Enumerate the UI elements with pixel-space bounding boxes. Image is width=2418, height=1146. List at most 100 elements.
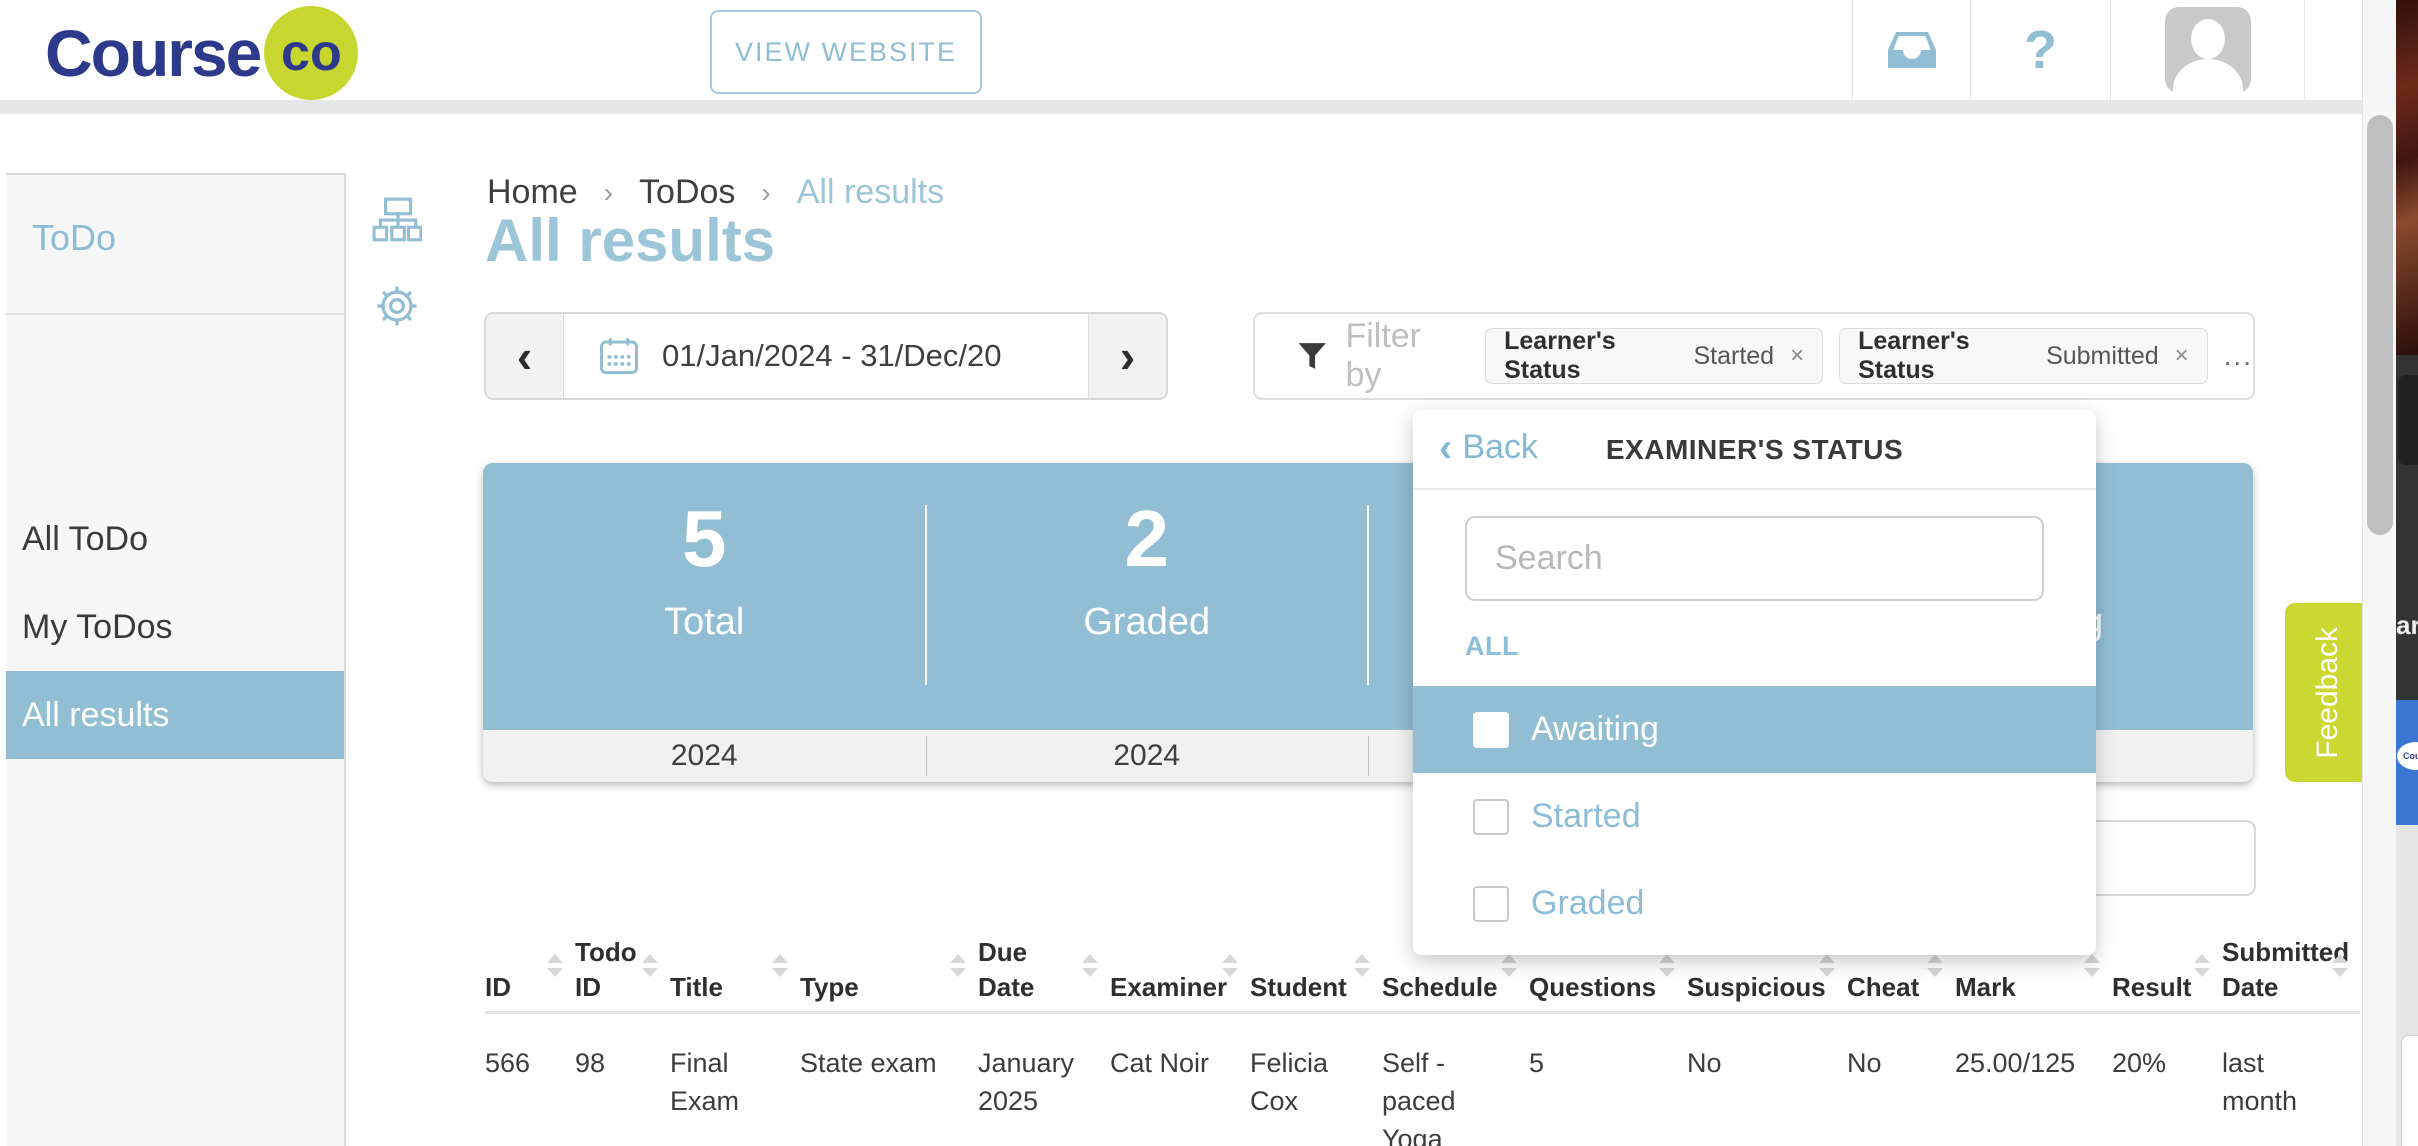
help-button[interactable]: ? (1970, 0, 2110, 100)
sort-arrows-icon[interactable] (642, 954, 658, 977)
sidebar-item-label: All results (22, 695, 170, 734)
sort-arrows-icon[interactable] (1501, 954, 1517, 977)
avatar-body (2172, 59, 2243, 93)
sort-arrows-icon[interactable] (1222, 954, 1238, 977)
sort-arrows-icon[interactable] (1354, 954, 1370, 977)
filter-chip[interactable]: Learner's Status Submitted × (1839, 327, 2208, 384)
sidebar-item[interactable]: All results (6, 671, 344, 759)
table-header-cell[interactable]: Student (1250, 954, 1382, 1005)
back-button[interactable]: ‹ Back (1439, 425, 1538, 470)
checkbox[interactable] (1473, 798, 1509, 835)
table-header-cell[interactable]: Type (800, 954, 978, 1005)
table-header-cell[interactable]: Questions (1529, 954, 1687, 1005)
table-cell: Cat Noir (1110, 1048, 1210, 1078)
table-header-cell[interactable]: Todo ID (575, 935, 670, 1005)
logo-badge: co (264, 6, 359, 100)
checkbox[interactable] (1473, 711, 1509, 748)
sort-arrows-icon[interactable] (2084, 954, 2100, 977)
sort-arrows-icon[interactable] (547, 954, 563, 977)
back-label: Back (1462, 428, 1538, 466)
filter-bar: Filter by Learner's Status Started × Lea… (1253, 312, 2255, 400)
status-option[interactable]: Started (1413, 773, 2096, 860)
column-label: Submitted Date (2222, 937, 2350, 1002)
date-range-display[interactable]: 01/Jan/2024 - 31/Dec/20 (564, 314, 1088, 398)
column-label: Examiner (1110, 972, 1228, 1002)
sort-arrows-icon[interactable] (1927, 954, 1943, 977)
column-label: Schedule (1382, 972, 1498, 1002)
stat-segment: 2 Graded (924, 463, 1369, 730)
top-bar: Course co VIEW WEBSITE ? (0, 0, 2396, 100)
table-header-cell[interactable]: Due Date (978, 935, 1110, 1005)
logo-badge-text: co (281, 24, 342, 82)
breadcrumb-todos[interactable]: ToDos (639, 173, 736, 211)
status-option[interactable]: Awaiting (1413, 686, 2096, 773)
column-label: Result (2112, 972, 2192, 1002)
status-option-label: Awaiting (1531, 710, 1659, 748)
filter-chip[interactable]: Learner's Status Started × (1485, 327, 1824, 384)
sort-arrows-icon[interactable] (1659, 954, 1675, 977)
table-header-cell[interactable]: Examiner (1110, 954, 1250, 1005)
breadcrumb-separator: › (603, 176, 614, 208)
scrollbar-thumb[interactable] (2367, 115, 2393, 535)
background-blue-strip: Cours (2396, 700, 2418, 825)
table-cell: State exam (800, 1048, 937, 1078)
table-header-cell[interactable]: Result (2112, 954, 2222, 1005)
table-cell: No (1687, 1048, 1722, 1078)
more-filters[interactable]: ... (2223, 340, 2253, 371)
breadcrumb-home[interactable]: Home (487, 173, 578, 211)
chip-remove-icon[interactable]: × (2174, 342, 2189, 369)
table-header-cell[interactable]: Suspicious (1687, 954, 1847, 1005)
profile-button[interactable] (2110, 0, 2305, 100)
date-range-control: ‹ 01/Jan/2024 - 31/Dec/20 › (484, 312, 1168, 400)
table-cell: Self - paced Yoga (1382, 1048, 1456, 1146)
view-website-button[interactable]: VIEW WEBSITE (710, 10, 982, 94)
stat-segment: 5 Total (483, 463, 926, 730)
status-search-input[interactable] (1465, 516, 2044, 601)
feedback-button[interactable]: Feedback (2285, 603, 2370, 782)
column-label: Type (800, 972, 859, 1002)
sidebar: ToDo All ToDo My ToDos All results (6, 173, 346, 1146)
table-header-cell[interactable]: Title (670, 954, 800, 1005)
header-divider (0, 100, 2396, 114)
sort-arrows-icon[interactable] (950, 954, 966, 977)
sort-arrows-icon[interactable] (2332, 954, 2348, 977)
courseco-logo[interactable]: Course co (45, 6, 359, 100)
table-header-cell[interactable]: Mark (1955, 954, 2112, 1005)
inbox-button[interactable] (1852, 0, 1970, 100)
date-prev-button[interactable]: ‹ (486, 314, 564, 398)
sitemap-icon[interactable] (372, 196, 422, 244)
table-cell: No (1847, 1048, 1882, 1078)
chevron-left-icon: ‹ (1439, 425, 1453, 470)
table-cell: Final Exam (670, 1048, 740, 1116)
table-header-cell[interactable]: ID (485, 954, 575, 1005)
filter-by-label: Filter by (1345, 317, 1421, 394)
background-logo: Cours (2397, 742, 2418, 770)
table-header-cell[interactable]: Submitted Date (2222, 935, 2360, 1005)
sort-arrows-icon[interactable] (772, 954, 788, 977)
sidebar-header: ToDo (6, 175, 344, 315)
sidebar-item[interactable]: All ToDo (6, 495, 344, 583)
sort-arrows-icon[interactable] (2194, 954, 2210, 977)
calendar-icon (600, 338, 638, 375)
table-header-cell[interactable]: Cheat (1847, 954, 1955, 1005)
chip-remove-icon[interactable]: × (1790, 342, 1805, 369)
checkbox[interactable] (1473, 885, 1509, 922)
date-next-button[interactable]: › (1088, 314, 1166, 398)
sort-arrows-icon[interactable] (1082, 954, 1098, 977)
page-title: All results (485, 207, 776, 274)
sidebar-item[interactable]: My ToDos (6, 583, 344, 671)
status-option[interactable]: Graded (1413, 860, 2096, 947)
sidebar-item-label: All ToDo (22, 519, 148, 558)
funnel-icon (1298, 343, 1326, 369)
column-label: Mark (1955, 972, 2016, 1002)
table-cell: 566 (485, 1048, 531, 1078)
table-cell: 5 (1529, 1048, 1545, 1078)
column-label: Questions (1529, 972, 1657, 1002)
sidebar-menu: All ToDo My ToDos All results (6, 495, 344, 759)
sort-arrows-icon[interactable] (1819, 954, 1835, 977)
results-table: ID Todo ID Title (485, 896, 2360, 1146)
table-header-cell[interactable]: Schedule (1382, 954, 1529, 1005)
gear-icon[interactable] (372, 282, 422, 330)
scrollbar-track[interactable] (2362, 0, 2396, 1146)
